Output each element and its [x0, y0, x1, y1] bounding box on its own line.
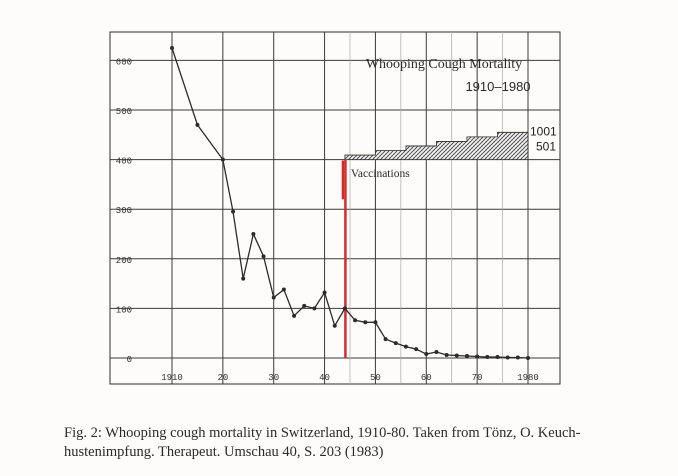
x-tick-label: 40 [319, 373, 330, 383]
hatched-staircase [344, 131, 529, 160]
y-tick-label: 100 [116, 305, 132, 315]
data-point [342, 306, 347, 311]
data-point [231, 209, 236, 214]
data-point [454, 353, 459, 358]
data-point [383, 337, 388, 342]
caption-line-1: Fig. 2: Whooping cough mortality in Swit… [64, 425, 581, 441]
y-tick-label: 300 [116, 206, 132, 216]
x-tick-label: 60 [421, 373, 432, 383]
data-point [312, 306, 317, 311]
data-point [170, 46, 174, 50]
figure-caption: Fig. 2: Whooping cough mortality in Swit… [64, 424, 624, 462]
data-point [414, 347, 419, 352]
scale-label-lower: 501 [536, 139, 556, 153]
data-point [393, 341, 398, 346]
data-point [322, 290, 327, 295]
chart-subtitle: 1910–1980 [465, 79, 530, 94]
y-tick-label: 600 [116, 57, 132, 67]
data-point [373, 320, 378, 325]
x-tick-label: 50 [370, 373, 381, 383]
data-point [434, 350, 439, 355]
y-tick-label: 0 [127, 355, 132, 365]
scale-label-upper: 1001 [530, 124, 557, 138]
chart-title: Whooping Cough Mortality [366, 57, 522, 72]
data-point [302, 303, 307, 308]
x-tick-label: 30 [268, 373, 279, 383]
data-point [332, 323, 337, 328]
y-tick-label: 500 [116, 107, 132, 117]
vaccinations-label: Vaccinations [351, 168, 410, 180]
data-point [444, 353, 449, 358]
mortality-series [170, 46, 530, 360]
grid-lines [110, 32, 560, 384]
x-tick-label: 1910 [161, 373, 183, 383]
data-point [495, 355, 500, 360]
data-point [195, 122, 200, 127]
x-tick-label: 70 [472, 373, 483, 383]
vaccinations-annotation: Vaccinations [341, 159, 410, 358]
data-point [485, 355, 490, 360]
plot-frame [109, 31, 561, 385]
data-point [241, 276, 246, 281]
data-point [526, 356, 530, 360]
data-point [475, 354, 480, 359]
data-point [515, 355, 520, 360]
axis-tick-labels: 0 100 200 300 400 500 600 1910 20 30 40 50 60 70 1980 [116, 57, 539, 383]
data-point [281, 287, 286, 292]
data-point [271, 295, 276, 300]
data-point [353, 318, 358, 323]
data-point [363, 320, 368, 325]
data-point [251, 232, 256, 236]
data-point [505, 355, 510, 360]
data-point [292, 313, 297, 318]
x-tick-label: 20 [217, 373, 228, 383]
data-point [403, 344, 408, 349]
data-point [261, 254, 266, 259]
x-tick-label: 1980 [517, 373, 539, 383]
data-point [220, 157, 225, 162]
data-point [464, 354, 469, 359]
caption-line-2: hustenimpfung. Therapeut. Umschau 40, S.… [64, 444, 384, 460]
data-point [424, 352, 429, 357]
y-tick-label: 400 [116, 157, 132, 167]
y-tick-label: 200 [116, 256, 132, 266]
